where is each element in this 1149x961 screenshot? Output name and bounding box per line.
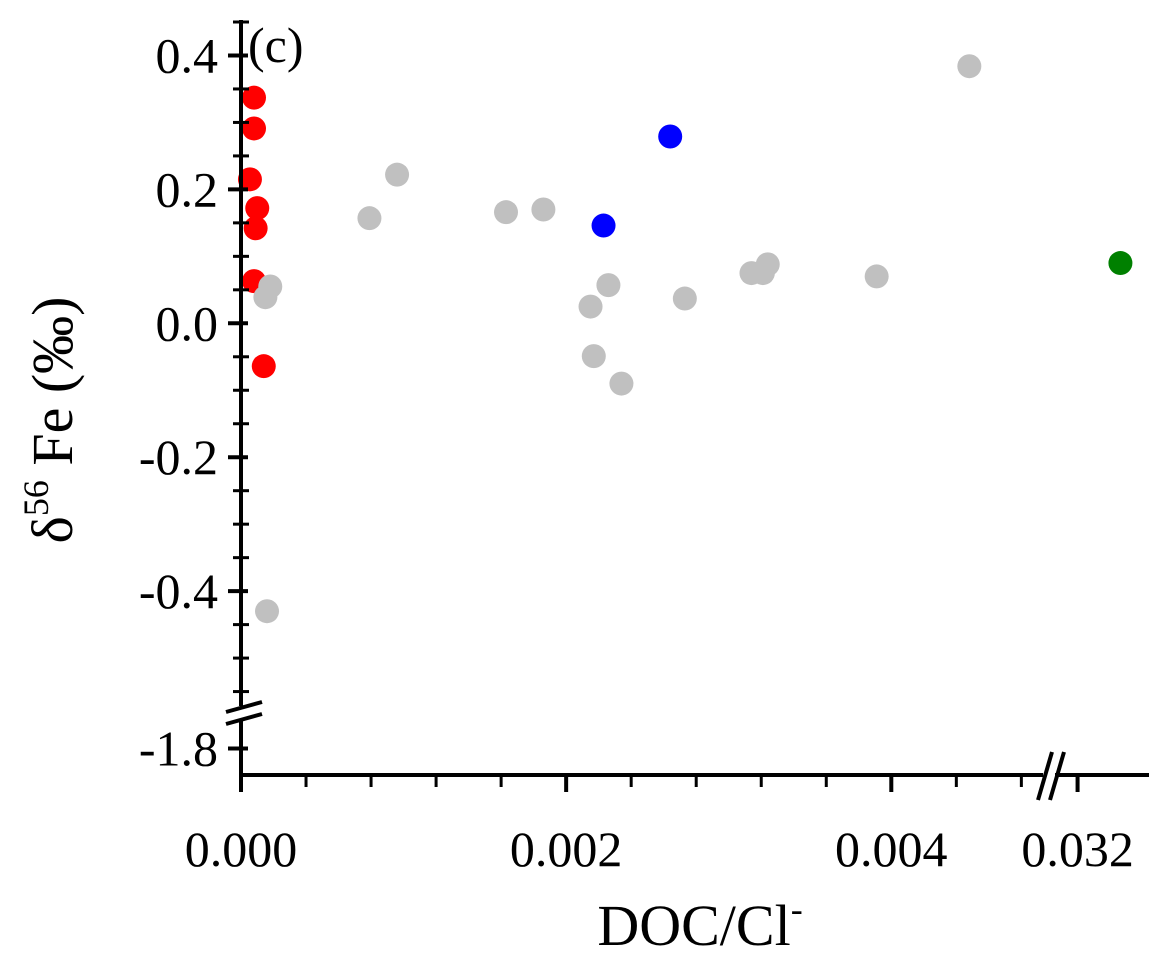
point bbox=[864, 264, 889, 289]
y-tick-label: -1.8 bbox=[139, 721, 218, 777]
x-tick-label: 0.004 bbox=[835, 821, 948, 877]
point bbox=[672, 286, 697, 311]
point bbox=[253, 285, 278, 310]
x-tick-label: 0.002 bbox=[510, 821, 623, 877]
x-axis-break bbox=[1048, 751, 1066, 801]
point bbox=[245, 196, 270, 221]
point bbox=[242, 116, 267, 141]
point bbox=[581, 344, 606, 369]
point bbox=[531, 197, 556, 222]
y-tick-label: 0.2 bbox=[156, 161, 219, 217]
annotation: (c) bbox=[248, 17, 304, 73]
point bbox=[609, 371, 634, 396]
y-axis-break bbox=[225, 700, 263, 714]
x-tick-label: 0.000 bbox=[185, 821, 298, 877]
y-axis-title-sup: 56 bbox=[16, 480, 56, 516]
x-axis-title-text: DOC/Cl bbox=[597, 893, 790, 958]
point bbox=[596, 273, 621, 298]
point bbox=[243, 216, 268, 241]
point bbox=[658, 124, 683, 149]
point bbox=[957, 54, 982, 79]
point bbox=[242, 85, 267, 110]
point bbox=[578, 294, 603, 319]
point bbox=[357, 206, 382, 231]
y-tick-label: -0.2 bbox=[139, 429, 218, 485]
point bbox=[1108, 251, 1133, 276]
point bbox=[255, 599, 280, 624]
y-axis-break bbox=[225, 712, 263, 726]
y-axis-title-symbol: δ bbox=[20, 516, 85, 543]
x-tick-label: 0.032 bbox=[1021, 821, 1134, 877]
point bbox=[755, 252, 780, 277]
point bbox=[591, 213, 616, 238]
y-tick-label: 0.0 bbox=[156, 295, 219, 351]
y-tick-label: 0.4 bbox=[156, 27, 219, 83]
point bbox=[251, 354, 276, 379]
plot-area bbox=[237, 54, 1133, 624]
y-axis-title-text: Fe (‰) bbox=[20, 297, 85, 481]
y-axis-title: δ56 Fe (‰) bbox=[16, 297, 85, 544]
x-axis-break bbox=[1036, 751, 1054, 801]
y-tick-label: -0.4 bbox=[139, 563, 218, 619]
point bbox=[493, 200, 518, 225]
point bbox=[237, 167, 262, 192]
x-axis-title-sup: - bbox=[791, 889, 803, 929]
x-axis-title: DOC/Cl- bbox=[597, 889, 802, 958]
point bbox=[385, 162, 410, 187]
